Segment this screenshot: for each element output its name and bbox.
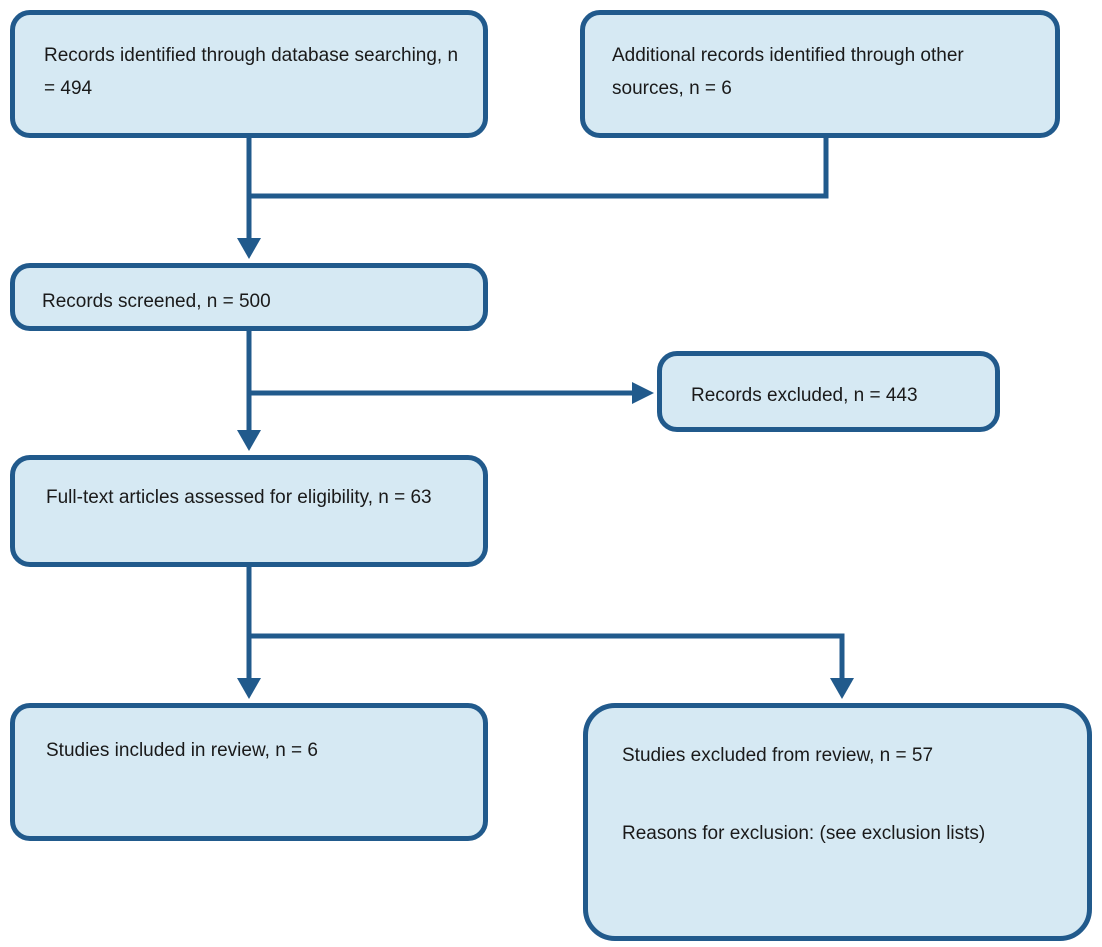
box-database-search: Records identified through database sear… (10, 10, 488, 138)
arrowhead-to-included (237, 678, 261, 699)
exclusion-reasons-text: Reasons for exclusion: (see exclusion li… (622, 823, 986, 844)
database-search-text: Records identified through database sear… (44, 45, 459, 99)
records-excluded-text: Records excluded, n = 443 (691, 385, 918, 406)
full-text-assessed-text: Full-text articles assessed for eligibil… (46, 487, 432, 508)
other-sources-text: Additional records identified through ot… (612, 45, 964, 99)
box-records-screened: Records screened, n = 500 (10, 263, 488, 331)
box-records-excluded: Records excluded, n = 443 (657, 351, 1000, 432)
box-studies-excluded: Studies excluded from review, n = 57 Rea… (583, 703, 1092, 941)
box-studies-included: Studies included in review, n = 6 (10, 703, 488, 841)
arrowhead-to-screened (237, 238, 261, 259)
studies-excluded-text: Studies excluded from review, n = 57 (622, 745, 934, 766)
arrowhead-to-studies-excluded (830, 678, 854, 699)
studies-included-text: Studies included in review, n = 6 (46, 740, 318, 761)
arrowhead-to-excluded (632, 382, 654, 404)
arrowhead-to-fulltext (237, 430, 261, 451)
connector-other-to-merge (246, 135, 829, 199)
box-full-text-assessed: Full-text articles assessed for eligibil… (10, 455, 488, 567)
records-screened-text: Records screened, n = 500 (42, 291, 271, 312)
box-other-sources: Additional records identified through ot… (580, 10, 1060, 138)
